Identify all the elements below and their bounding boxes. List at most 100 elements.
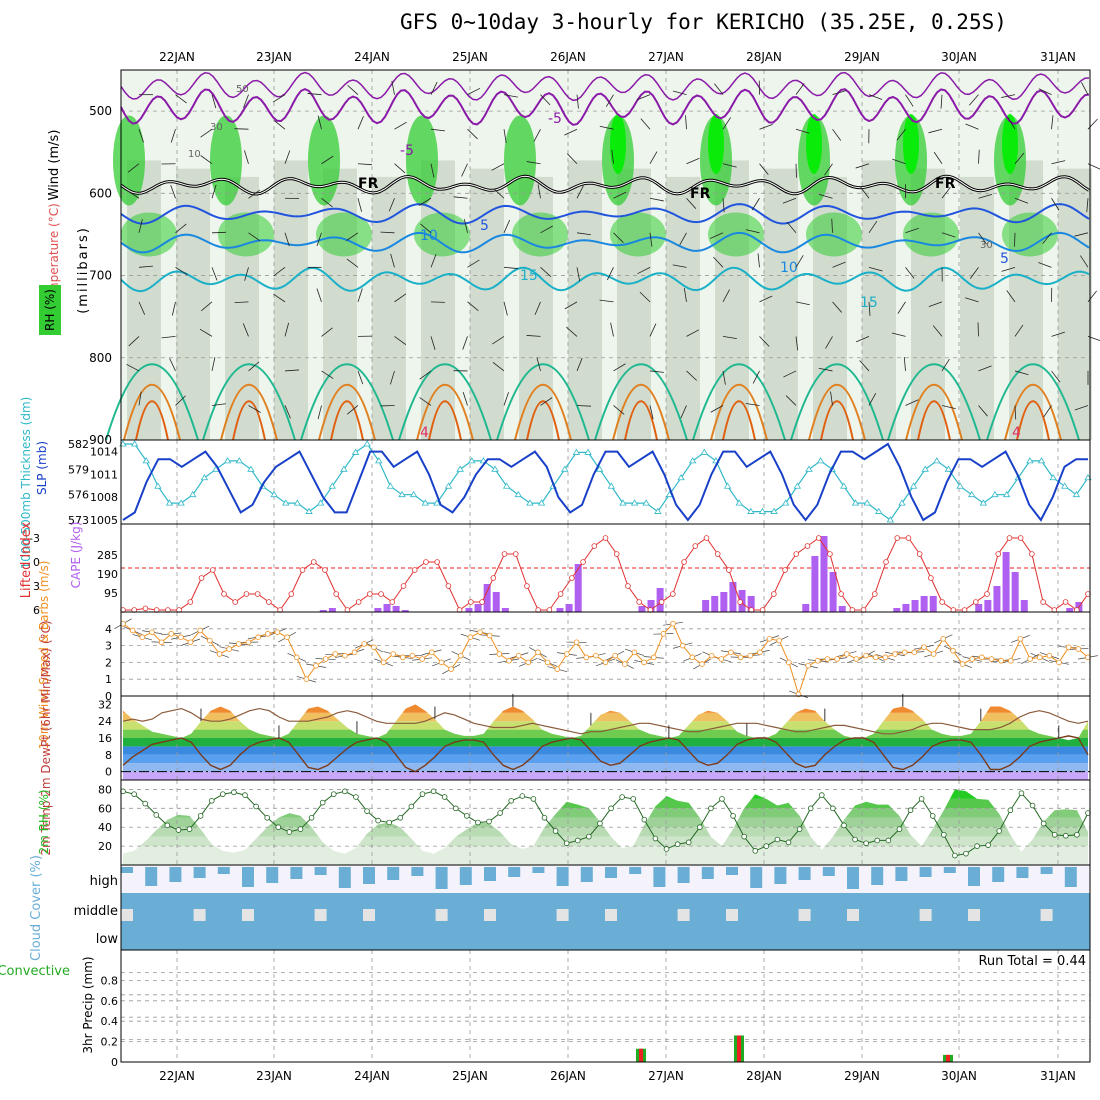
cape-bar (820, 536, 828, 612)
rh2m-series-point (308, 814, 315, 821)
rh2m-series-point (785, 839, 792, 846)
lifted-index-series-point (479, 599, 485, 605)
wind-barb (138, 301, 146, 315)
cloud-high-bar (338, 867, 351, 888)
wind-barb (818, 194, 833, 199)
rh2m-series-point (1074, 831, 1080, 838)
wind-barb (832, 261, 846, 268)
rh-gray-band (176, 168, 210, 440)
temp-contour-warm (496, 363, 590, 441)
wind-barb (540, 225, 553, 234)
cloud-high-bar (1064, 867, 1077, 887)
thickness-series-point (898, 499, 906, 506)
rh2m-series-point (475, 819, 481, 826)
lifted-index-ylabel: Lifted Index (19, 521, 34, 598)
wind-speed-series-point (274, 629, 281, 635)
temp-contour-warm (722, 400, 756, 441)
wind-speed-series-point (351, 649, 358, 656)
wind-barb (394, 336, 407, 345)
thickness-series-point (1061, 482, 1069, 489)
rh-green-blob (406, 115, 438, 206)
cloud-high-bar (556, 867, 569, 886)
wind-barb (346, 258, 359, 268)
temp-ytick: 8 (105, 749, 112, 762)
date-label-bottom: 26JAN (550, 1069, 586, 1083)
thickness-series-point (351, 448, 360, 455)
wind-barb (430, 128, 445, 132)
cloud-gap (1040, 909, 1053, 921)
wind-barb (503, 301, 508, 316)
wind-speed-series-point (361, 641, 368, 647)
wind-barb (357, 370, 364, 385)
wind-speed-series-point (631, 649, 638, 656)
rh-ytick: 40 (98, 821, 112, 834)
wind-speed-series-point (872, 654, 879, 661)
wind-speed-series-point (621, 661, 628, 667)
wind-barb (430, 336, 436, 350)
rh2m-series-point (1029, 802, 1036, 809)
wind-speed-series-point (284, 634, 290, 640)
upper-ylabel-temperature: Temperature (°C) (47, 203, 61, 308)
wind-barb (284, 405, 291, 419)
cloud-low-middle (121, 893, 1090, 950)
contour-label: 4 (1012, 425, 1021, 441)
wind-ylabel: 10m Wind Speed & Barbs (m/s) (37, 561, 51, 750)
rh2m-series-point (220, 791, 226, 797)
temp-contour-warm (808, 383, 866, 441)
thickness-series-point (235, 457, 243, 464)
wind-barb (540, 397, 553, 406)
cape-bar (1011, 572, 1019, 612)
rh-gray-band (911, 168, 945, 440)
wind-barb (868, 393, 877, 406)
rh2m-series-point (763, 843, 770, 849)
wind-barb (321, 197, 333, 208)
date-label-bottom: 25JAN (452, 1069, 488, 1083)
wind-barb (713, 256, 724, 268)
cape-ytick: 285 (97, 549, 118, 562)
temp-contour-warm (887, 363, 981, 441)
wind-barb (127, 163, 140, 173)
wind-barb (896, 128, 906, 141)
thickness-series (123, 443, 1089, 521)
wind-barb (1038, 262, 1052, 268)
lifted-index-series-point (905, 535, 912, 541)
rh-green-blob (1002, 212, 1058, 257)
thickness-series-point (782, 499, 790, 506)
rh2m-series-point (674, 841, 681, 848)
temp-band (123, 729, 1088, 738)
thickness-series-point (886, 516, 895, 523)
lifted-index-ytick: 6 (33, 604, 40, 617)
date-label-top: 30JAN (941, 50, 977, 64)
rh-band (123, 846, 1088, 865)
wind-barb (316, 232, 322, 247)
cloud-high-bar (387, 867, 400, 880)
wind-speed-series-point (371, 644, 377, 651)
slp-ytick: 1008 (90, 491, 118, 504)
cloud-level-label: high (90, 874, 118, 889)
wind-speed-series-point (293, 654, 300, 661)
wind-barb (818, 367, 833, 372)
cape-bar (829, 572, 837, 612)
wind-speed-series-point (728, 649, 734, 656)
wind-barb (933, 151, 943, 164)
rh2m-series-point (186, 826, 193, 832)
lifted-index-series-point (232, 599, 239, 605)
wind-barb (1042, 232, 1052, 244)
wind-barb (859, 360, 870, 372)
wind-barb (1081, 82, 1089, 95)
temp-contour-warm (820, 400, 854, 441)
wind-speed-series-point (149, 629, 155, 635)
rh-gray-band (421, 160, 455, 440)
wind-barb (897, 301, 906, 314)
lifted-index-series-point (995, 551, 1002, 557)
wind-speed-series-point (486, 632, 493, 639)
rh-gray-band (372, 176, 406, 440)
wind-barb (637, 266, 651, 275)
thickness-series-point (688, 457, 697, 464)
lifted-index-series-point (681, 559, 687, 565)
wind-barb (636, 94, 651, 101)
rh-bright-blob (903, 114, 919, 174)
wind-barb (388, 198, 395, 212)
wind-barb (273, 120, 286, 130)
